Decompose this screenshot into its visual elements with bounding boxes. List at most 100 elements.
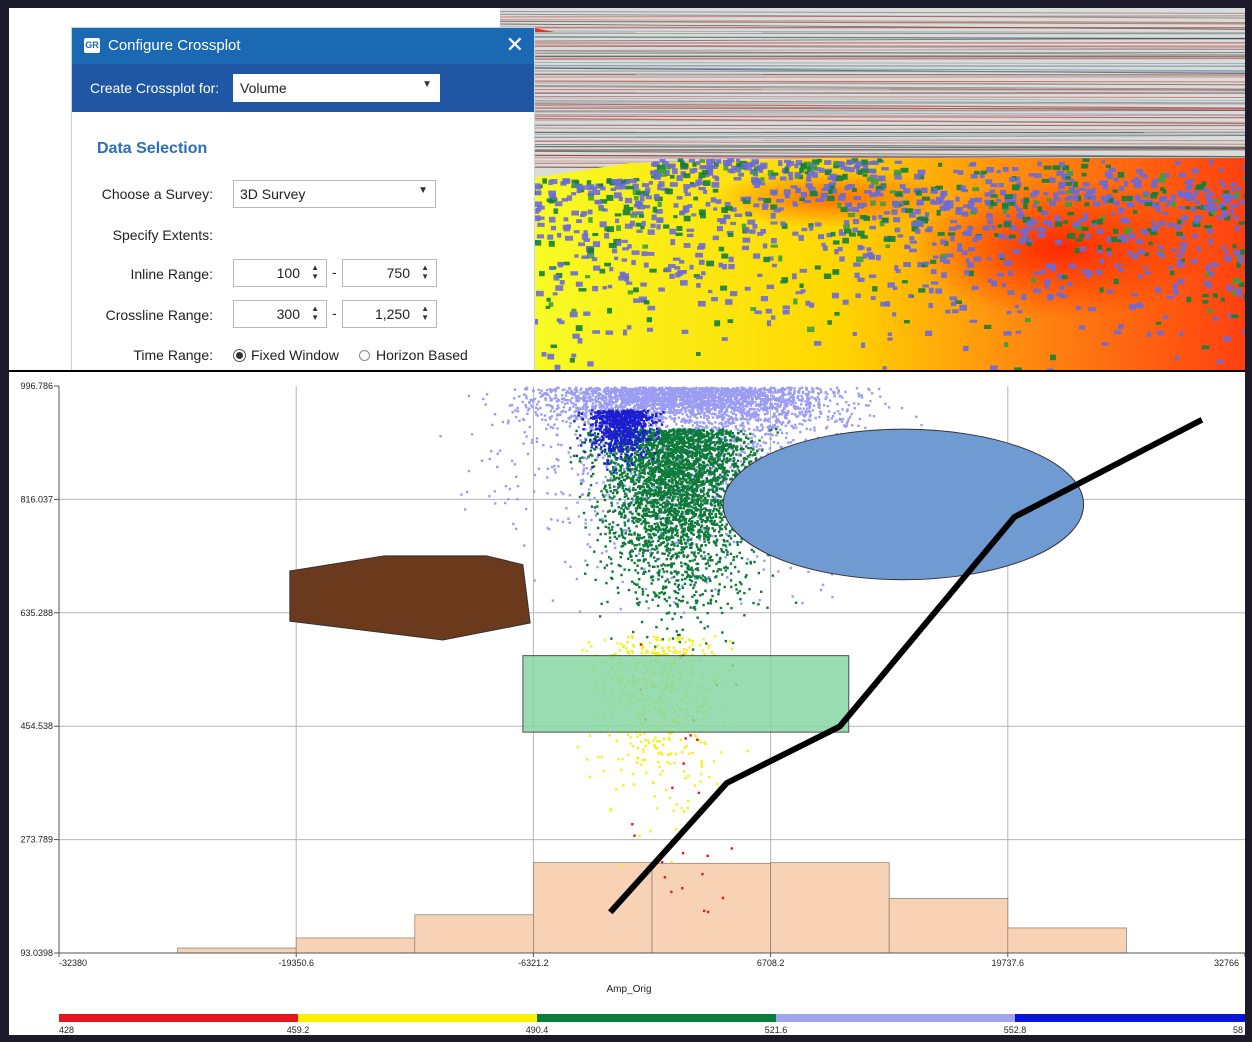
scatter-point [720,409,723,412]
scatter-point [704,502,708,505]
scatter-point [819,588,823,592]
scatter-point [673,394,677,397]
scatter-point [718,476,721,480]
scatter-point [677,489,680,493]
scatter-point [527,401,531,404]
scatter-point [648,528,651,532]
scatter-point [660,541,663,545]
scatter-point [665,502,668,505]
scatter-point [773,397,776,400]
radio-horizon-based[interactable]: Horizon Based [359,347,468,363]
scatter-point [792,398,796,402]
scatter-point [644,542,647,545]
close-icon[interactable]: ✕ [505,32,524,57]
scatter-point [507,498,510,501]
scatter-point [740,602,743,605]
scatter-point [603,388,606,391]
scatter-point [545,388,549,392]
scatter-point [739,397,742,401]
spinner-arrows-icon[interactable]: ▲ ▼ [421,263,429,281]
scatter-point [651,501,655,505]
scatter-point [660,409,663,412]
scatter-point [742,411,746,414]
scatter-point [686,436,689,439]
scatter-point [631,630,635,634]
inline-to-stepper[interactable]: 750 ▲ ▼ [342,259,437,287]
survey-select[interactable]: 3D Survey ▼ [233,180,436,208]
radio-unselected-icon[interactable] [359,350,370,361]
scatter-point [548,388,552,391]
scatter-point [770,428,774,431]
scatter-point [609,540,612,543]
scatter-point [785,417,788,420]
create-for-select[interactable]: Volume ▼ [233,74,440,102]
scatter-point [719,453,722,456]
scatter-point [720,449,723,452]
scatter-point [731,463,734,466]
scatter-point [554,388,557,391]
scatter-point [539,395,543,398]
scatter-point [629,480,633,483]
scatter-point [718,487,722,490]
scatter-point [699,425,702,428]
scatter-point [806,395,809,398]
scatter-point [672,575,676,579]
scatter-point [637,552,641,555]
scatter-point [642,397,645,400]
scatter-point [724,556,727,559]
scatter-point [676,531,679,535]
scatter-point [668,596,671,599]
scatter-point [687,389,691,392]
scatter-point [810,387,814,390]
scatter-point [650,582,653,585]
scatter-point [604,389,608,393]
radio-selected-icon[interactable] [234,350,245,361]
scatter-point [705,424,708,428]
scatter-point [662,420,665,424]
spinner-arrows-icon[interactable]: ▲ ▼ [311,304,319,322]
scatter-point [709,473,712,477]
scatter-point [713,490,716,493]
scatter-point [650,451,654,455]
scatter-point [650,392,654,395]
scatter-point [636,406,640,410]
scatter-point [668,393,672,397]
spinner-arrows-icon[interactable]: ▲ ▼ [311,263,319,281]
scatter-point [644,388,648,392]
crossplot-chart[interactable]: 93.0398273.789454.538635.288816.037996.7… [9,372,1245,1012]
scatter-point [693,521,697,524]
scatter-point [857,402,860,406]
inline-from-stepper[interactable]: 100 ▲ ▼ [233,259,327,287]
scatter-point [698,535,702,538]
scatter-point [691,440,695,443]
scatter-point [680,513,683,516]
scatter-point [796,415,800,418]
scatter-point [513,463,517,466]
scatter-point [579,415,583,419]
scatter-point [608,392,611,396]
scatter-point [599,532,602,536]
scatter-point [631,389,635,392]
scatter-point [671,495,674,498]
scatter-point [589,545,592,549]
scatter-point [625,529,628,533]
scatter-point [724,394,727,398]
scatter-point [685,413,688,416]
seismic-canvas[interactable] [500,8,1245,370]
crossline-from-stepper[interactable]: 300 ▲ ▼ [233,300,327,328]
scatter-point [709,579,712,583]
scatter-point [642,520,645,524]
scatter-point [659,499,662,502]
scatter-point [600,490,603,493]
scatter-point [636,583,639,586]
scatter-point [652,438,655,442]
scatter-point [693,558,697,561]
scatter-point [725,432,728,436]
spinner-arrows-icon[interactable]: ▲ ▼ [421,304,429,322]
radio-fixed-window[interactable]: Fixed Window [234,347,339,363]
dialog-titlebar[interactable]: GR Configure Crossplot ✕ [72,28,534,64]
crossline-to-stepper[interactable]: 1,250 ▲ ▼ [342,300,437,328]
scatter-point [725,393,728,396]
scatter-point [736,540,739,544]
seismic-3d-view[interactable] [500,8,1245,370]
